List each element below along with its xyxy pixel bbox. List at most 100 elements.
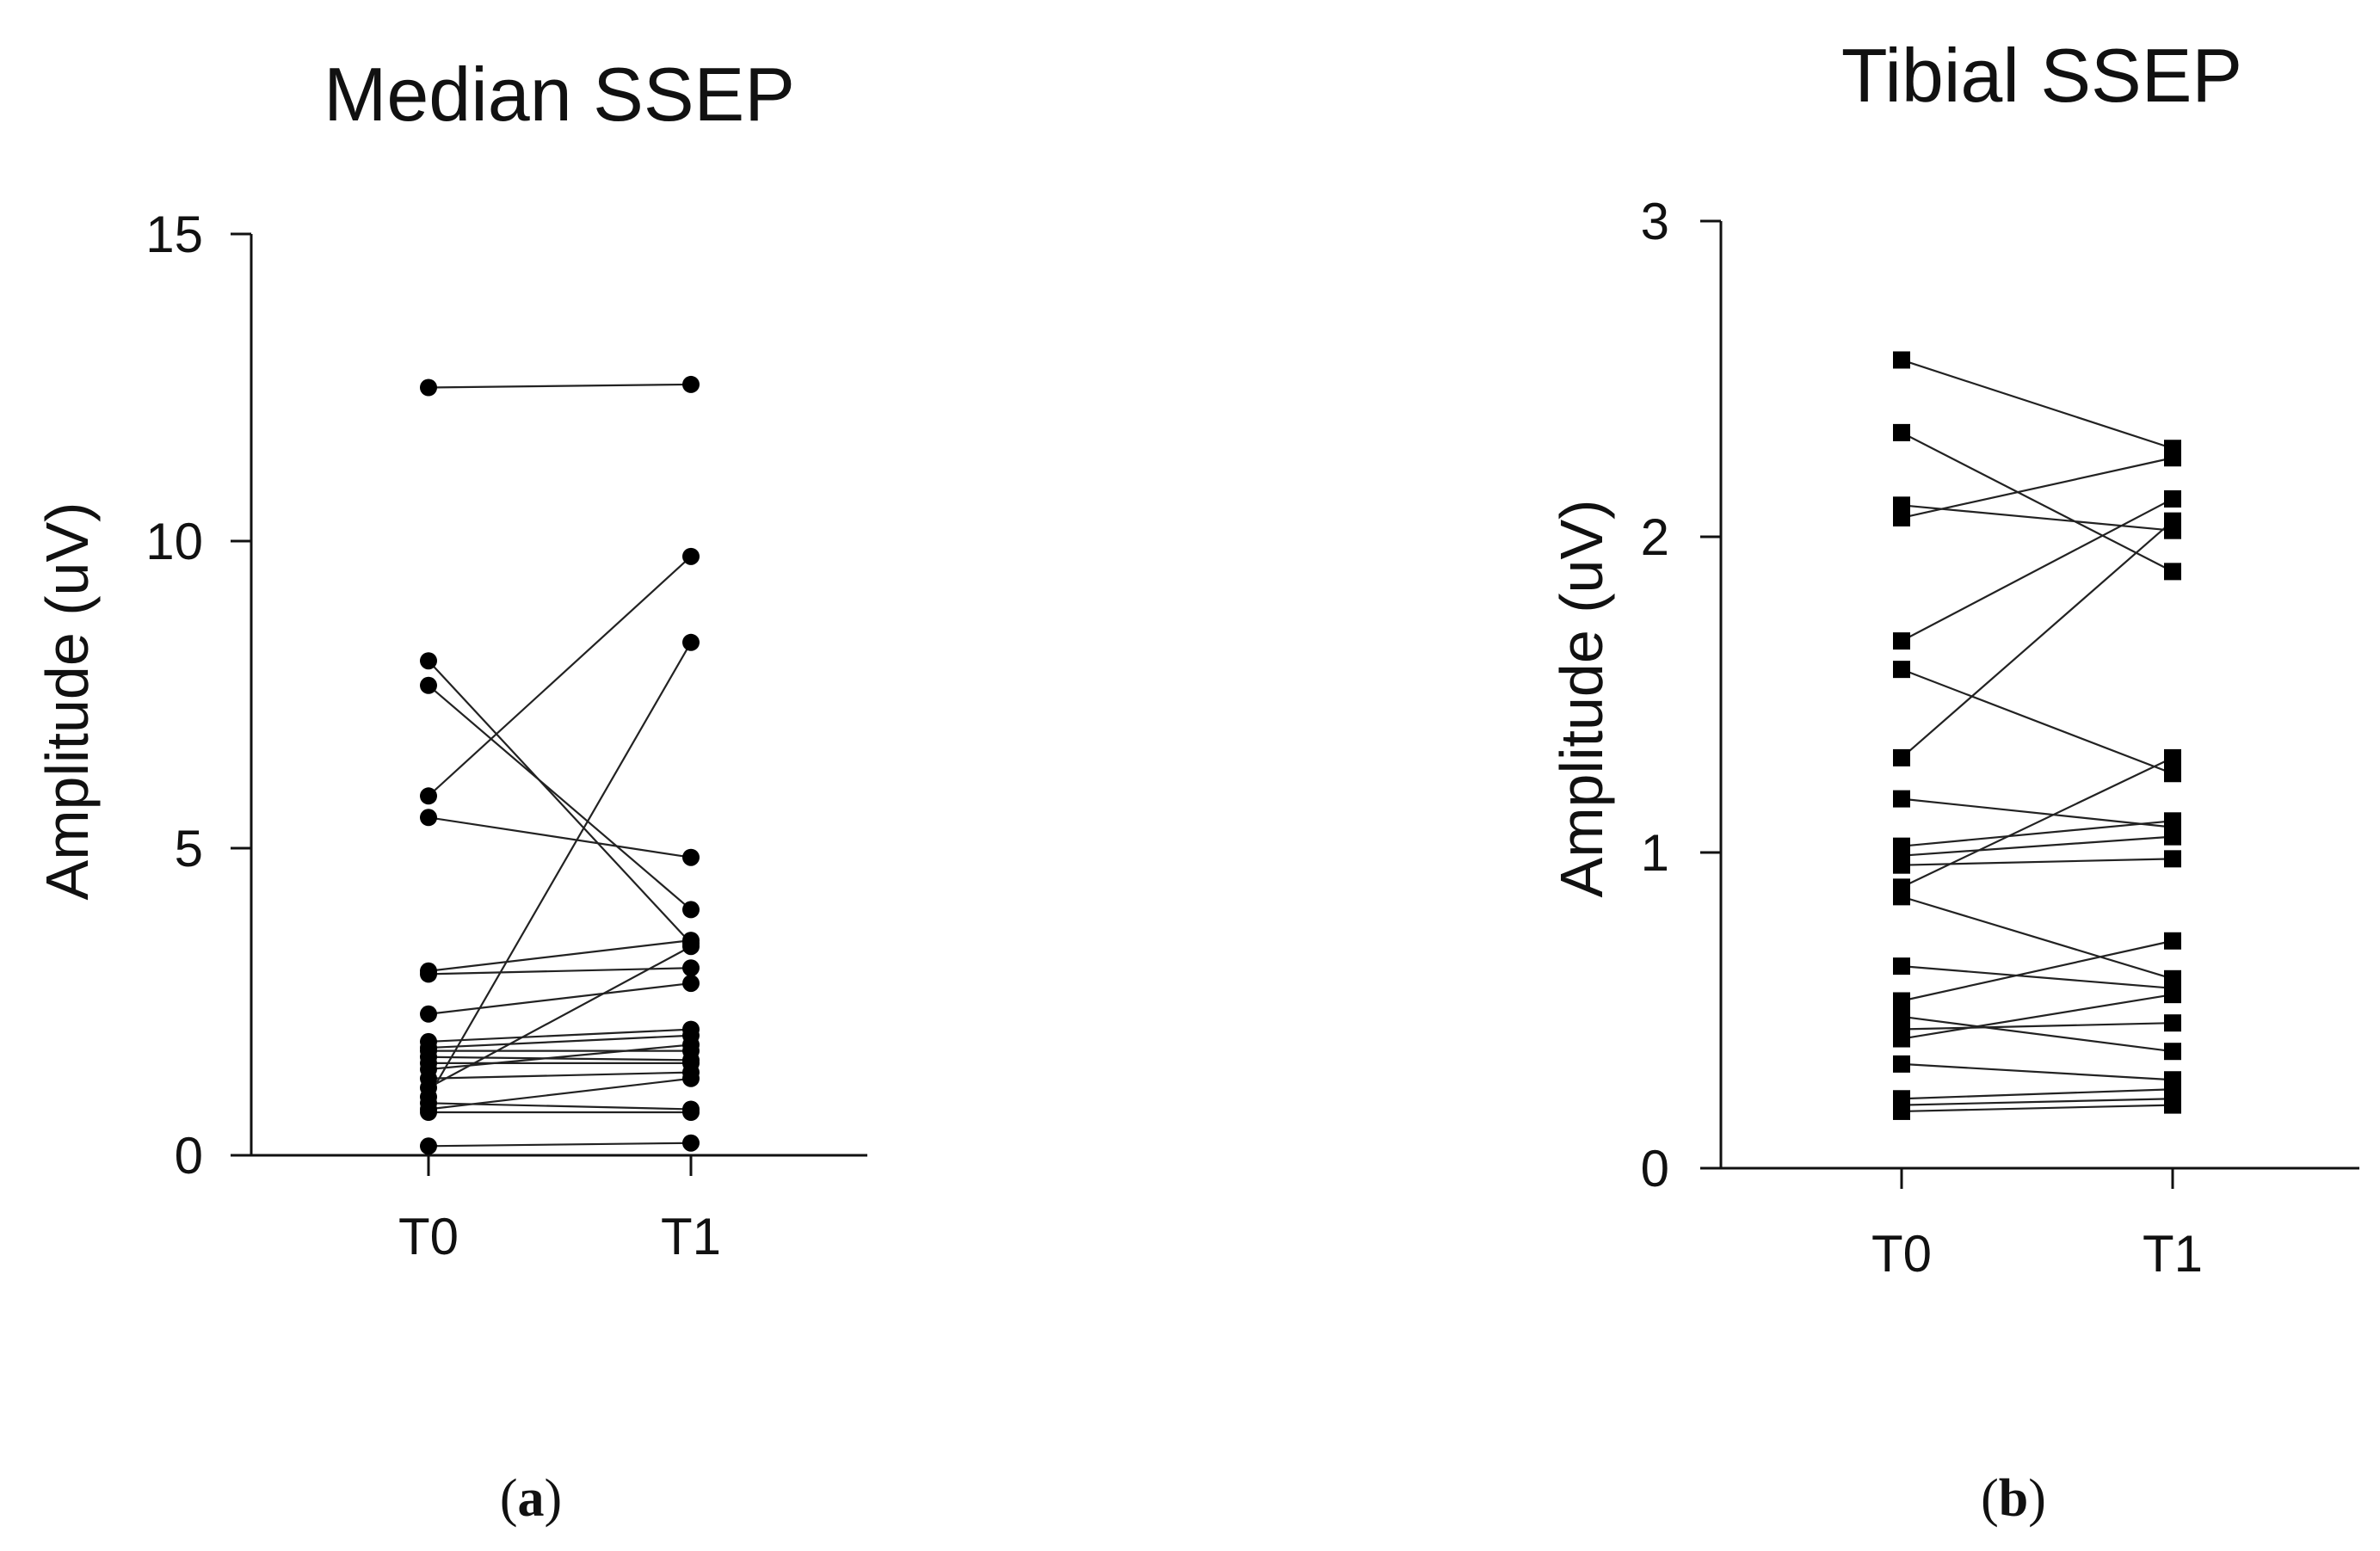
x-tick-label: T0 [1871,1225,1932,1283]
data-point [1893,508,1910,526]
data-point [420,1137,437,1155]
pair-line [1901,1022,2173,1031]
x-tick-label: T1 [661,1208,721,1265]
x-tick-label: T0 [398,1208,459,1265]
data-point [682,633,700,651]
pair-line [1901,457,2173,520]
data-point [2164,489,2181,508]
data-point [2164,1096,2181,1114]
data-point [1893,888,1910,906]
data-point [682,1134,700,1152]
y-tick-label: 0 [175,1127,203,1185]
pair-line [1901,965,2173,989]
data-point [682,959,700,977]
pair-line [1901,1015,2173,1053]
data-point [420,809,437,827]
pair-line [428,1142,692,1148]
pair-line [428,684,692,911]
data-point [1893,790,1910,808]
y-tick-label: 5 [175,820,203,877]
pair-line [428,816,692,859]
svg-text:(a): (a) [500,1469,562,1528]
pair-line [428,982,692,1015]
pair-line [428,383,692,389]
pair-line [1901,896,2173,980]
data-point [420,965,437,983]
pair-line [1901,431,2173,573]
panel-caption-a: (a) [500,1469,562,1528]
pair-line [1901,359,2173,450]
data-point [2164,1043,2181,1061]
y-axis-title: Amplitude (uV) [34,502,101,901]
pair-line [1901,939,2173,1002]
median-ssep-chart: Median SSEP Amplitude (uV) 0 5 10 15 T0 T1 [34,52,867,1265]
data-point [682,1069,700,1087]
pair-line [1901,1088,2173,1100]
panel-letter: a [518,1469,545,1528]
data-point [1893,661,1910,679]
pair-line [428,1056,692,1062]
data-point [682,848,700,866]
pair-line [1901,1062,2173,1081]
data-point [1893,1102,1910,1120]
data-point [420,1104,437,1122]
pair-line [1901,797,2173,828]
tibial-ssep-chart: Tibial SSEP Amplitude (uV) 0 1 2 3 T0 T1 [1548,33,2359,1283]
y-axis-title: Amplitude (uV) [1548,500,1615,898]
data-point [682,975,700,993]
pair-line [428,945,692,1089]
data-point [1893,1055,1910,1073]
pair-line [428,660,692,945]
data-point [1893,992,1910,1010]
pair-line [1901,520,2173,759]
pair-line [428,1071,692,1080]
data-point [420,379,437,397]
pair-line [1901,1098,2173,1106]
y-tick-label: 15 [145,206,203,263]
data-point [2164,748,2181,766]
pair-line [1901,497,2173,643]
pair-line [1901,820,2173,847]
pair-line [428,642,692,1098]
plot-area: 0 5 10 15 T0 T1 [145,206,867,1265]
data-point [2164,932,2181,950]
data-point [682,375,700,393]
y-tick-label: 2 [1641,508,1669,566]
data-point [682,938,700,956]
y-tick-label: 1 [1641,824,1669,882]
pair-line [428,967,692,976]
svg-text:(b): (b) [1981,1469,2046,1528]
data-point [682,547,700,565]
data-point [2164,765,2181,783]
data-point [420,1005,437,1023]
data-point [420,787,437,805]
data-point [2164,850,2181,868]
data-point [2164,812,2181,830]
pair-line [428,1077,692,1111]
panel-caption-b: (b) [1981,1469,2046,1528]
pair-line [1901,835,2173,857]
data-point [420,652,437,670]
data-point [1893,1030,1910,1048]
data-point [1893,423,1910,441]
data-point [2164,986,2181,1004]
y-tick-label: 3 [1641,193,1669,250]
y-tick-label: 10 [145,513,203,570]
data-point [682,901,700,919]
data-point [1893,632,1910,650]
panel-letter: b [1999,1469,2028,1528]
pair-line [428,1028,692,1043]
data-point [2164,512,2181,530]
data-point [1893,748,1910,766]
pair-line [1901,1104,2173,1113]
data-point [2164,563,2181,581]
chart-title: Tibial SSEP [1841,33,2242,118]
data-point [1893,351,1910,369]
data-point [1893,957,1910,976]
plot-area: 0 1 2 3 T0 T1 [1641,193,2359,1283]
x-tick-label: T1 [2143,1225,2203,1283]
data-point [2164,828,2181,846]
pair-line [1901,858,2173,866]
pair-line [1901,668,2173,775]
